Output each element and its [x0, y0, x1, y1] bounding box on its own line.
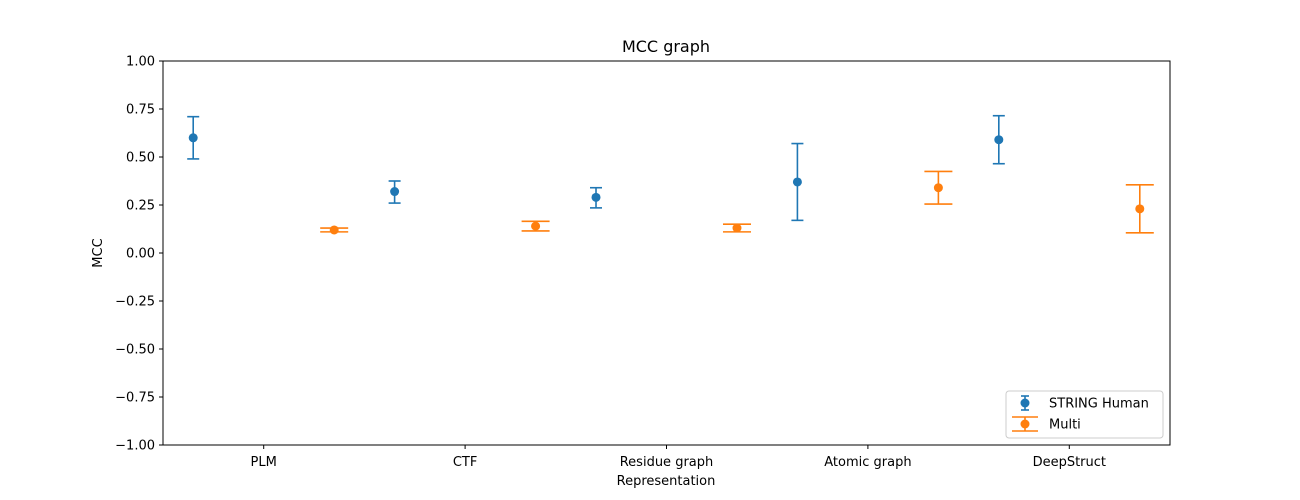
multi-legend-marker	[1020, 419, 1030, 429]
multi-point	[531, 221, 541, 231]
y-tick-label: 1.00	[126, 55, 155, 70]
y-axis-label: MCC	[91, 238, 106, 267]
legend-box	[1005, 390, 1164, 439]
x-tick-label: Residue graph	[620, 455, 714, 470]
multi-point	[1135, 204, 1145, 214]
string-human-point	[994, 135, 1004, 145]
y-tick-label: −1.00	[115, 439, 155, 454]
y-tick-label: −0.50	[115, 343, 155, 358]
multi-point	[933, 183, 943, 193]
plot-frame	[162, 60, 1171, 446]
chart-title: MCC graph	[622, 37, 710, 56]
y-tick-label: 0.75	[126, 103, 155, 118]
string-human-point	[188, 133, 198, 143]
x-tick-label: PLM	[251, 455, 277, 470]
string-human-point	[390, 187, 400, 197]
y-tick-label: 0.00	[126, 247, 155, 262]
string-human-legend-marker	[1020, 398, 1030, 408]
multi-point	[329, 225, 339, 235]
y-tick-label: 0.50	[126, 151, 155, 166]
x-tick-label: CTF	[453, 455, 478, 470]
y-tick-label: −0.25	[115, 295, 155, 310]
multi-point	[732, 223, 742, 233]
x-axis-label: Representation	[617, 474, 716, 489]
multi-legend-label: Multi	[1049, 418, 1081, 433]
legend: STRING Human Multi	[1005, 390, 1164, 439]
x-tick-label: Atomic graph	[824, 455, 911, 470]
string-human-point	[591, 192, 601, 202]
string-human-legend-label: STRING Human	[1049, 397, 1149, 412]
error-bar-markers	[187, 114, 1154, 235]
x-tick-label: DeepStruct	[1033, 455, 1106, 470]
y-axis-ticks: −1.00 −0.75 −0.50 −0.25 0.00 0.25 0.50 0.75 1.00	[115, 55, 163, 454]
y-tick-label: −0.75	[115, 391, 155, 406]
y-tick-label: 0.25	[126, 199, 155, 214]
string-human-point	[792, 177, 802, 187]
x-axis-ticks: PLM CTF Residue graph Atomic graph DeepStruc…	[251, 445, 1106, 470]
